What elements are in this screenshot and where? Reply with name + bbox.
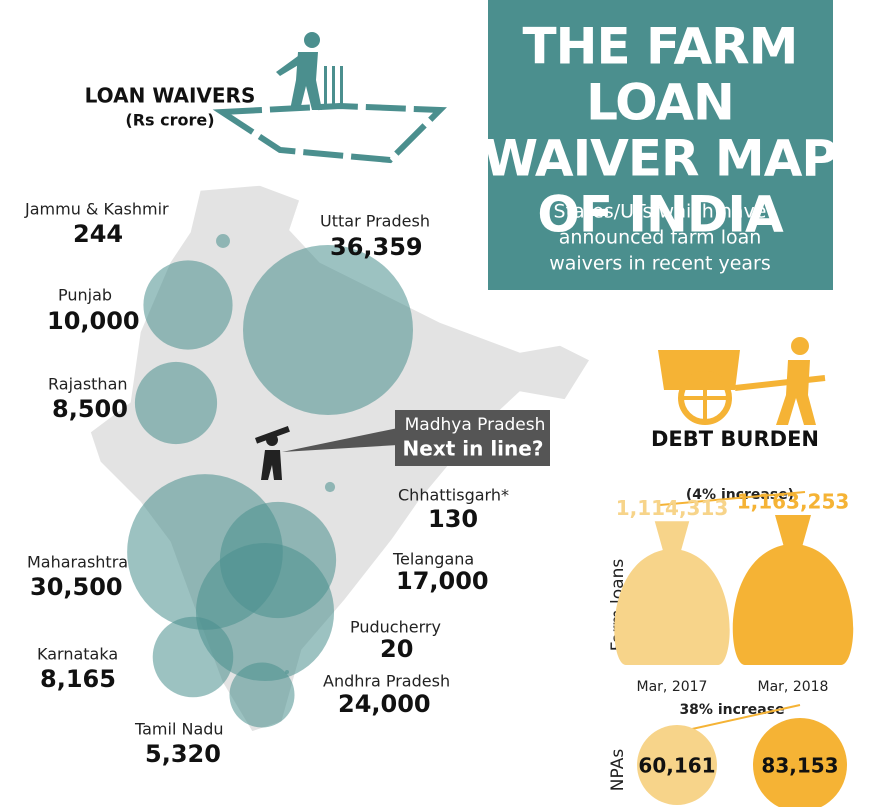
state-name: Punjab (58, 286, 112, 305)
state-value: 8,500 (52, 395, 128, 423)
legend-title: LOAN WAIVERS (85, 84, 256, 108)
farm-loan-value: 1,114,313 (616, 496, 729, 520)
npa-bubble (637, 725, 717, 805)
farm-loan-sack (732, 515, 854, 665)
title-line: LOAN (586, 74, 734, 132)
change-arrow (659, 491, 806, 506)
cart-icon (658, 337, 826, 425)
state-value: 5,320 (145, 740, 221, 768)
npas-change: 38% increase (679, 702, 784, 718)
legend-unit: (Rs crore) (125, 111, 214, 130)
state-value: 30,500 (30, 573, 123, 601)
farm-loans-change: (4% increase) (686, 487, 794, 503)
state-name: Jammu & Kashmir (24, 200, 169, 219)
title-box (488, 0, 833, 290)
debt-title: DEBT BURDEN (651, 427, 819, 451)
state-value: 24,000 (338, 690, 431, 718)
state-name: Uttar Pradesh (320, 212, 430, 231)
state-value: 20 (380, 635, 413, 663)
subtitle-line: announced farm loan (559, 227, 762, 249)
waiver-bubble (134, 361, 218, 445)
subtitle-line: States/UTs which have (554, 201, 767, 223)
waiver-bubble (143, 260, 233, 350)
callout-state: Madhya Pradesh (405, 415, 546, 435)
callout-text: Next in line? (403, 437, 544, 461)
npa-value: 60,161 (638, 754, 715, 778)
state-value: 244 (73, 220, 123, 248)
subtitle-line: waivers in recent years (549, 253, 771, 275)
waiver-bubble (229, 662, 295, 728)
title-line: THE FARM (523, 18, 798, 76)
waiver-bubble (324, 481, 336, 493)
state-name: Chhattisgarh* (398, 486, 509, 505)
state-name: Telangana (392, 550, 474, 569)
state-name: Andhra Pradesh (323, 672, 450, 691)
waiver-bubble (243, 245, 413, 415)
state-name: Puducherry (350, 618, 441, 637)
state-name: Rajasthan (48, 375, 128, 394)
state-value: 17,000 (396, 567, 489, 595)
farm-loan-value: 1,163,253 (737, 490, 850, 514)
waiver-bubble (216, 234, 230, 248)
farm-loan-sack (614, 521, 730, 665)
state-name: Tamil Nadu (134, 720, 224, 739)
farmer-icon (212, 32, 447, 164)
state-value: 8,165 (40, 665, 116, 693)
title-line: OF INDIA (537, 186, 784, 244)
callout (254, 410, 550, 480)
state-value: 10,000 (47, 307, 140, 335)
npa-bubble (753, 718, 847, 807)
state-value: 36,359 (330, 233, 423, 261)
state-value: 130 (428, 505, 478, 533)
state-name: Maharashtra (27, 553, 128, 572)
farm-loan-date: Mar, 2017 (637, 679, 708, 695)
waiver-bubble (195, 542, 335, 682)
farm-loan-date: Mar, 2018 (758, 679, 829, 695)
title-line: WAIVER MAP (483, 130, 837, 188)
npas-label: NPAs (608, 749, 628, 792)
npa-value: 83,153 (761, 754, 838, 778)
state-name: Karnataka (37, 645, 118, 664)
